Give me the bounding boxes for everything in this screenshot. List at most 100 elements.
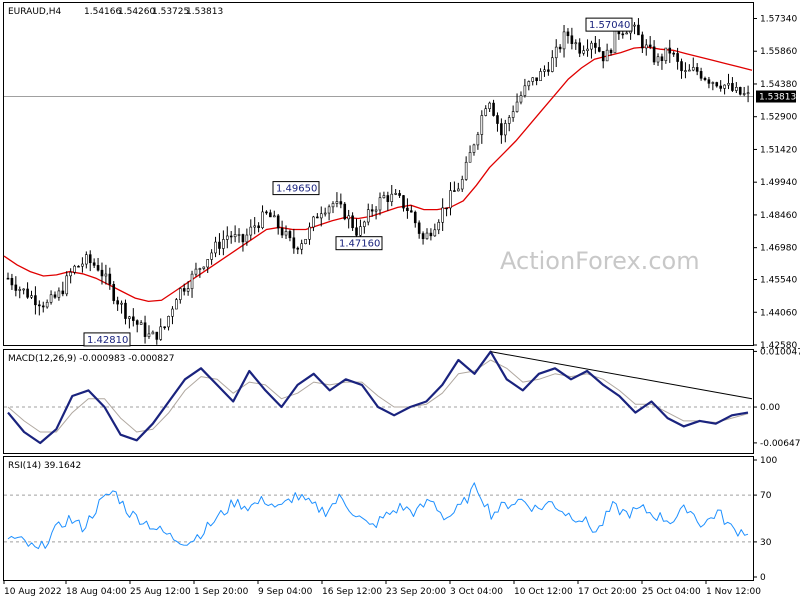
candle-body <box>460 179 464 190</box>
candle-body <box>504 123 507 136</box>
candle-body <box>394 193 397 195</box>
price-tick-label: 1.57340 <box>760 14 797 24</box>
candle-body <box>664 47 668 61</box>
moving-average-line <box>3 46 753 303</box>
rsi-layer: 100 70 30 0 <box>4 456 777 583</box>
candle-body <box>237 234 241 236</box>
price-tick-label: 1.55860 <box>760 47 797 57</box>
candle-body <box>233 234 237 238</box>
candle-body <box>586 48 589 51</box>
candle-body <box>312 216 315 228</box>
candle-body <box>296 247 300 250</box>
price-annotation: 1.42810 <box>83 332 131 347</box>
candle-body <box>366 209 370 223</box>
candle-body <box>402 195 405 209</box>
candle-body <box>73 265 76 273</box>
candle-body <box>206 259 210 268</box>
candle-body <box>261 211 264 229</box>
candle-body <box>151 331 155 335</box>
candle-body <box>547 69 550 72</box>
candle-body <box>116 300 119 305</box>
candle-body <box>163 326 166 329</box>
candle-body <box>378 197 382 211</box>
candle-body <box>523 85 527 96</box>
candle-body <box>26 288 29 298</box>
candle-body <box>331 203 335 208</box>
candle-body <box>245 234 249 243</box>
candle-body <box>249 226 253 236</box>
candle-body <box>175 299 178 310</box>
price-panel-frame <box>3 2 754 346</box>
candle-body <box>449 190 452 209</box>
price-annotations: 1.42810 1.49650 1.47160 1.57040 <box>83 17 633 347</box>
candle-body <box>406 207 409 212</box>
price-tick-label: 1.51420 <box>760 145 797 155</box>
price-header: EURAUD,H4 1.54166 1.54260 1.53725 1.5381… <box>8 7 223 17</box>
annotation-text: 1.49650 <box>276 184 317 195</box>
candle-body <box>723 84 726 89</box>
candle-body <box>272 215 276 218</box>
candle-body <box>695 67 699 72</box>
candle-body <box>457 188 460 192</box>
candles-layer <box>6 18 750 345</box>
candle-body <box>711 82 715 84</box>
macd-title: MACD(12,26,9) -0.000983 -0.000827 <box>8 354 174 364</box>
candle-body <box>382 195 386 199</box>
macd-panel-frame <box>3 349 754 454</box>
candle-body <box>613 30 617 54</box>
candle-body <box>496 115 499 124</box>
candle-body <box>225 235 229 240</box>
candle-body <box>500 123 503 136</box>
rsi-tick-label: 0 <box>760 573 766 583</box>
rsi-tick-label: 30 <box>760 538 772 548</box>
candle-body <box>648 44 652 48</box>
price-tick-label: 1.42580 <box>760 341 797 351</box>
candle-body <box>304 238 307 244</box>
candle-body <box>112 284 116 301</box>
candle-body <box>61 290 65 295</box>
candle-body <box>735 87 738 91</box>
candle-body <box>707 79 711 84</box>
macd-tick-label: 0.00 <box>760 403 780 413</box>
candle-body <box>554 46 558 59</box>
macd-trendline <box>490 351 753 400</box>
header-close: 1.53813 <box>186 7 223 17</box>
candle-body <box>535 77 538 82</box>
watermark: ActionForex.com <box>500 247 700 275</box>
candle-body <box>49 294 53 303</box>
time-tick-label: 10 Aug 2022 <box>4 587 62 597</box>
candle-body <box>327 206 331 214</box>
candle-body <box>300 243 303 250</box>
candle-body <box>464 161 468 180</box>
candle-body <box>476 134 480 146</box>
candle-body <box>672 52 675 55</box>
candle-body <box>684 70 687 72</box>
candle-body <box>410 210 413 213</box>
candle-body <box>210 252 213 260</box>
time-tick-label: 23 Sep 20:00 <box>386 587 446 597</box>
candle-body <box>347 215 350 220</box>
candle-body <box>719 85 722 89</box>
time-tick-label: 10 Oct 12:00 <box>514 587 573 597</box>
candle-body <box>147 333 151 337</box>
annotation-text: 1.42810 <box>87 335 128 346</box>
candle-body <box>159 326 163 340</box>
macd-line <box>7 350 749 445</box>
candle-body <box>527 81 531 87</box>
annotation-box <box>585 17 633 32</box>
candle-body <box>132 316 135 321</box>
annotation-text: 1.47160 <box>339 239 380 250</box>
candle-body <box>355 227 358 236</box>
candle-body <box>590 42 593 50</box>
candle-body <box>413 211 417 224</box>
price-tick-label: 1.44060 <box>760 308 797 318</box>
candle-body <box>178 288 182 300</box>
header-low: 1.53725 <box>152 7 189 17</box>
candle-body <box>22 288 25 291</box>
candle-body <box>53 294 57 298</box>
candle-body <box>652 46 656 63</box>
candle-body <box>715 82 719 87</box>
candle-body <box>41 305 45 308</box>
candle-body <box>222 239 225 249</box>
candle-body <box>374 209 378 212</box>
